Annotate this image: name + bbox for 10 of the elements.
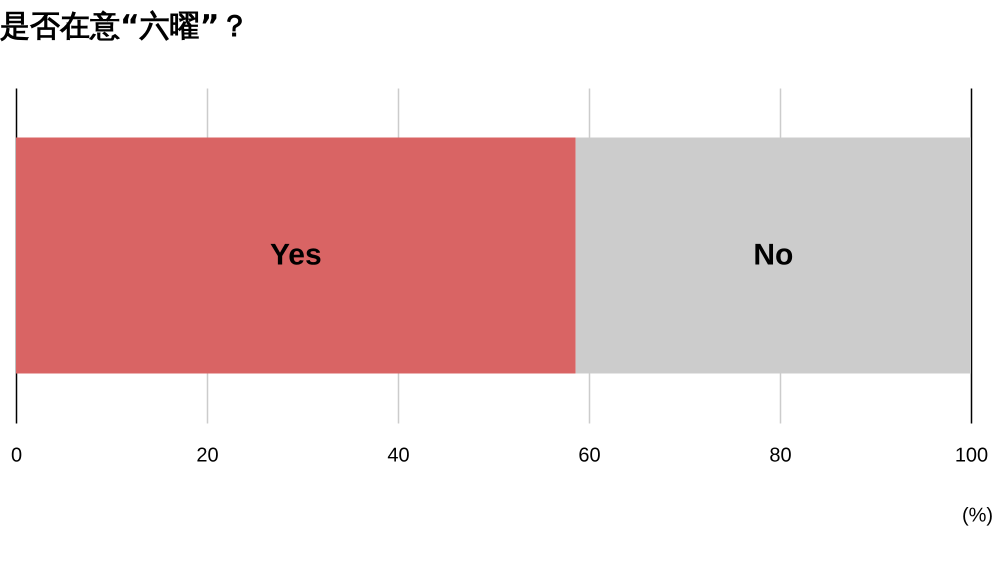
x-tick-label: 0 bbox=[10, 444, 22, 466]
x-tick-label: 80 bbox=[769, 444, 792, 466]
x-axis-title: (%) bbox=[962, 504, 994, 526]
x-tick-label: 100 bbox=[954, 444, 988, 466]
x-tick-label: 20 bbox=[196, 444, 219, 466]
x-tick-label: 40 bbox=[387, 444, 410, 466]
chart-title: 是否在意“六曜”？ bbox=[0, 9, 250, 44]
series-label: No bbox=[753, 238, 794, 272]
series-label: Yes bbox=[270, 238, 322, 272]
x-tick-label: 60 bbox=[578, 444, 601, 466]
